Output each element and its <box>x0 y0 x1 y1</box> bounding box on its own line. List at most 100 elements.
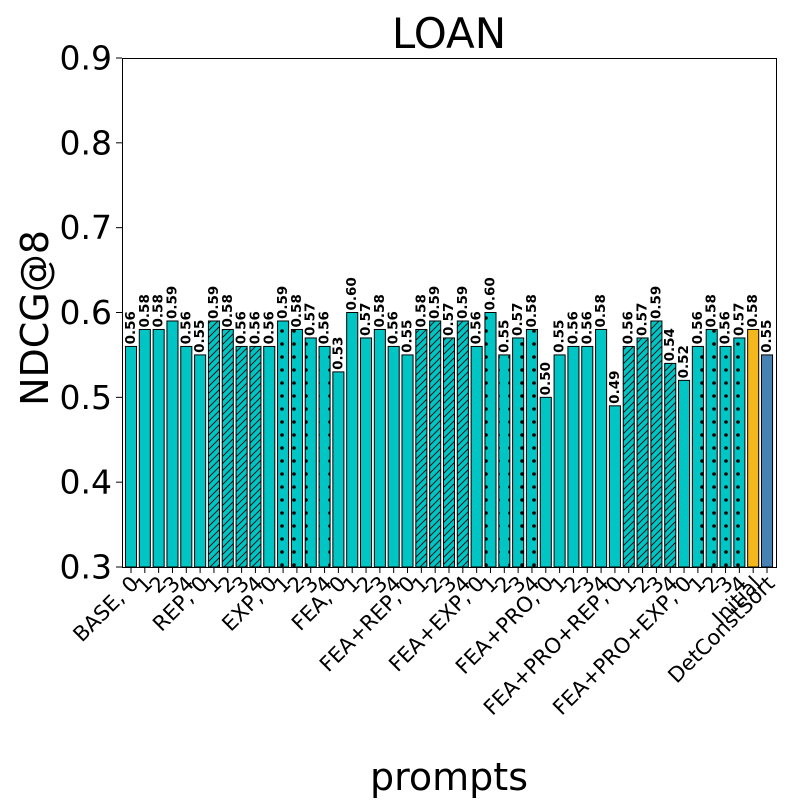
bar-hatch <box>443 337 455 567</box>
bar-hatch <box>498 354 510 567</box>
bar-value-label: 0.58 <box>593 294 609 327</box>
y-tick-label: 0.4 <box>60 463 112 502</box>
bar-value-label: 0.56 <box>178 311 194 344</box>
bar-value-label: 0.57 <box>731 303 747 336</box>
bar-value-label: 0.59 <box>164 286 180 319</box>
bar <box>124 345 138 568</box>
bar-value-label: 0.49 <box>607 371 623 404</box>
bar-value-label: 0.58 <box>745 294 761 327</box>
bar-value-label: 0.56 <box>621 311 637 344</box>
bar <box>263 345 276 568</box>
bar <box>332 371 345 568</box>
chart-title: LOAN <box>392 9 506 58</box>
bar-value-label: 0.55 <box>192 320 208 353</box>
bar <box>401 354 414 568</box>
bar-hatch <box>664 363 676 567</box>
bar <box>180 345 193 568</box>
bar-hatch <box>512 337 524 567</box>
bar-value-label: 0.59 <box>206 286 222 319</box>
y-tick-label: 0.8 <box>60 123 112 162</box>
bar-value-label: 0.56 <box>247 311 263 344</box>
bar <box>539 396 552 568</box>
bar-value-label: 0.56 <box>565 311 581 344</box>
bar <box>747 328 760 568</box>
bar-hatch <box>526 329 538 567</box>
bar-hatch <box>291 329 303 567</box>
bar-hatch <box>429 320 441 567</box>
bar-hatch <box>484 312 497 567</box>
y-tick-label: 0.9 <box>60 39 112 78</box>
bar-value-label: 0.56 <box>386 311 402 344</box>
y-axis-title: NDCG@8 <box>13 230 57 406</box>
bar-value-label: 0.56 <box>469 311 485 344</box>
bar <box>595 328 608 568</box>
bar-value-label: 0.57 <box>510 303 526 336</box>
bar-value-label: 0.59 <box>427 286 443 319</box>
bar-value-label: 0.53 <box>330 337 346 370</box>
x-tick-label: FEA+PRO+EXP, 0 <box>548 572 696 720</box>
bar-value-label: 0.58 <box>220 294 236 327</box>
bar-value-label: 0.54 <box>662 328 678 361</box>
bar-value-label: 0.56 <box>718 311 734 344</box>
bar-value-label: 0.56 <box>317 311 333 344</box>
bar-value-label: 0.56 <box>234 311 250 344</box>
bar-hatch <box>733 337 745 567</box>
y-tick-label: 0.7 <box>60 208 112 247</box>
bar <box>608 405 621 568</box>
bar-hatch <box>222 329 234 567</box>
bar-hatch <box>637 337 649 567</box>
bar-hatch <box>305 337 317 567</box>
bar <box>194 354 207 568</box>
bar-value-label: 0.58 <box>524 294 540 327</box>
bar-value-label: 0.57 <box>303 303 319 336</box>
bar <box>581 345 594 568</box>
bar-value-label: 0.58 <box>413 294 429 327</box>
bar-value-label: 0.60 <box>482 277 498 310</box>
bar-value-label: 0.58 <box>151 294 167 327</box>
y-axis: 0.3 0.4 0.5 0.6 0.7 0.8 0.9 <box>60 39 122 587</box>
bar <box>138 328 151 568</box>
bar-value-label: 0.56 <box>690 311 706 344</box>
bar-value-label: 0.56 <box>123 311 139 344</box>
bar-hatch <box>319 346 331 567</box>
bar-value-label: 0.55 <box>552 320 568 353</box>
bar-value-label: 0.56 <box>261 311 277 344</box>
bar <box>553 354 566 568</box>
bar-value-label: 0.55 <box>759 320 775 353</box>
bar-hatch <box>208 320 220 567</box>
y-tick-label: 0.5 <box>60 378 112 417</box>
bar-value-label: 0.57 <box>635 303 651 336</box>
y-tick-label: 0.6 <box>60 293 112 332</box>
bar-value-label: 0.56 <box>579 311 595 344</box>
bar-value-label: 0.57 <box>441 303 457 336</box>
bar <box>152 328 165 568</box>
bar <box>760 354 774 568</box>
bar-value-label: 0.55 <box>496 320 512 353</box>
bar-hatch <box>457 320 469 567</box>
bar-hatch <box>706 329 718 567</box>
bar <box>678 379 691 568</box>
bars-layer <box>124 312 774 568</box>
bar-value-label: 0.58 <box>372 294 388 327</box>
bar <box>373 328 386 568</box>
bar-hatch <box>415 329 427 567</box>
value-labels-layer: 0.560.580.580.590.560.550.590.580.560.56… <box>123 277 775 404</box>
bar-hatch <box>623 346 635 567</box>
bar-value-label: 0.52 <box>676 345 692 378</box>
bar-value-label: 0.50 <box>538 362 554 395</box>
bar-hatch <box>692 346 704 567</box>
x-axis-title: prompts <box>370 755 528 799</box>
bar-value-label: 0.57 <box>358 303 374 336</box>
bar-value-label: 0.55 <box>400 320 416 353</box>
bar-hatch <box>236 346 248 567</box>
bar-value-label: 0.59 <box>275 286 291 319</box>
bar <box>360 337 373 568</box>
bar-value-label: 0.58 <box>704 294 720 327</box>
bar-hatch <box>720 346 732 567</box>
bar <box>166 320 179 568</box>
bar-hatch <box>249 346 261 567</box>
bar-value-label: 0.59 <box>455 286 471 319</box>
